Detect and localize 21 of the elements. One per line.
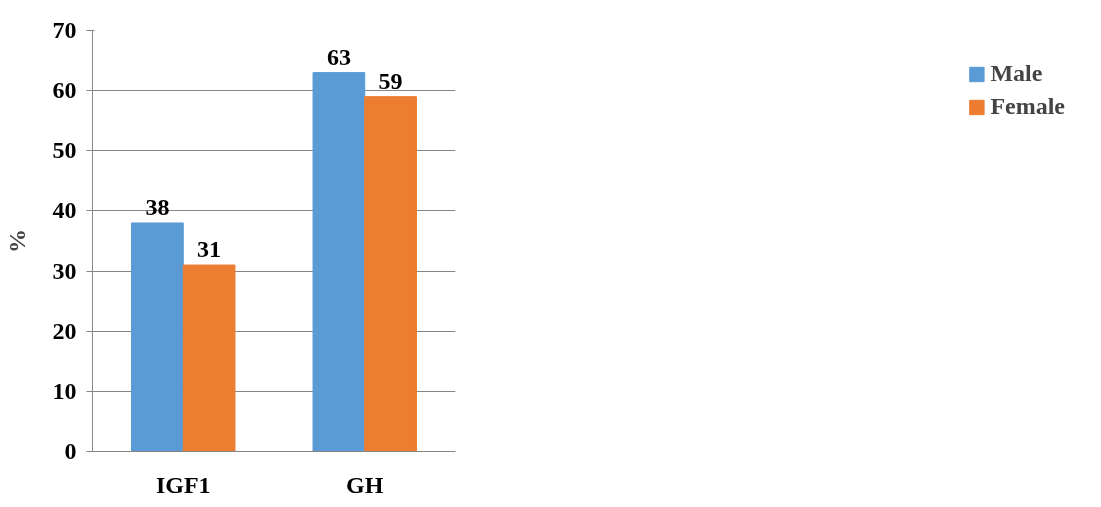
legend-label: Male: [990, 60, 1043, 87]
y-tick-label: 70: [52, 17, 77, 43]
bar: [182, 264, 236, 452]
bar: [364, 96, 417, 452]
data-label: 59: [378, 67, 403, 94]
data-label: 63: [326, 43, 351, 70]
legend-label: Female: [990, 93, 1065, 120]
y-tick-label: 50: [52, 137, 77, 164]
y-tick-label: 0: [64, 438, 77, 464]
data-label: 31: [197, 236, 222, 263]
bar: [312, 72, 366, 452]
y-tick-label: 40: [52, 197, 77, 224]
y-tick-label: 60: [52, 77, 77, 104]
x-tick-label: GH: [346, 471, 384, 498]
y-tick-label: 20: [52, 317, 77, 344]
y-tick-label: 30: [52, 257, 77, 284]
data-label: 38: [145, 193, 170, 220]
x-tick-label: IGF1: [155, 471, 211, 498]
bar: [131, 222, 184, 452]
y-tick-label: 10: [52, 377, 77, 404]
y-axis-title: %: [3, 229, 30, 253]
